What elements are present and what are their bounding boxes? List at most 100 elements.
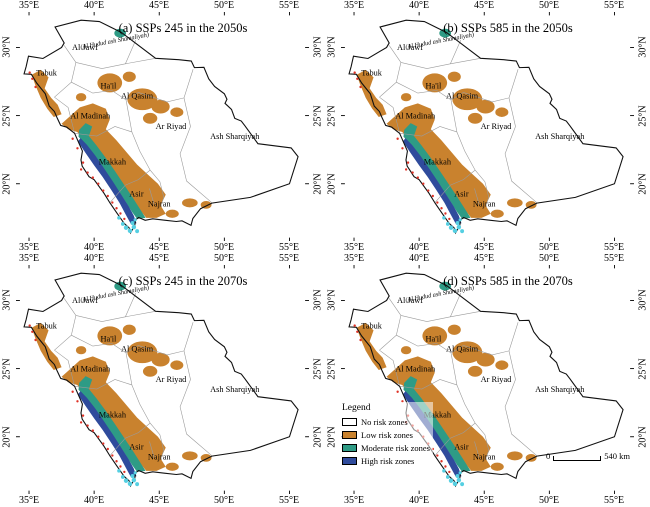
panel-title: (a) SSPs 245 in the 2050s <box>118 21 248 35</box>
lat-axis-label: 20°N <box>637 426 649 448</box>
region-label-ar-riyad: Ar Riyad <box>156 121 187 131</box>
region-label-tabuk: Tabuk <box>36 67 57 77</box>
lat-axis-label: 30°N <box>312 36 324 58</box>
lon-axis-label: 35°E <box>343 0 365 11</box>
lat-axis-label: 20°N <box>637 173 649 195</box>
map-canvas: Al Jawf Tabuk Ha'il Al Qasim Al Madinah … <box>341 12 634 241</box>
lon-axis-label: 35°E <box>18 495 40 506</box>
legend-swatch <box>342 430 357 439</box>
region-label-al-jawf: Al Jawf <box>397 295 423 305</box>
lat-axis-label: 25°N <box>312 358 324 380</box>
lon-axis-label: 50°E <box>538 495 560 506</box>
lat-axis-label: 20°N <box>312 173 324 195</box>
axis-ticks <box>16 12 309 241</box>
country-fill <box>24 20 299 233</box>
region-label-al-jawf: Al Jawf <box>72 42 98 52</box>
lat-axis-label: 25°N <box>1 358 13 380</box>
region-label-makkah: Makkah <box>99 409 127 419</box>
scale-distance-label: 540 km <box>604 451 630 461</box>
legend-swatch <box>342 456 357 465</box>
lon-axis-label: 40°E <box>408 0 430 11</box>
country-outline <box>24 273 298 486</box>
lon-axis-label: 55°E <box>278 495 300 506</box>
legend-swatch <box>342 443 357 452</box>
lon-axis-label: 45°E <box>148 242 170 253</box>
legend: Legend No risk zones Low risk zones Mode… <box>339 402 433 468</box>
region-label-al-qasim: Al Qasim <box>121 343 153 353</box>
lon-axis-label: 40°E <box>83 253 105 264</box>
lon-axis-label: 45°E <box>473 0 495 11</box>
lon-axis-label: 50°E <box>538 0 560 11</box>
lat-axis-label: 30°N <box>637 289 649 311</box>
region-label-makkah: Makkah <box>424 409 452 419</box>
map-plot-area: Al Jawf Tabuk Ha'il Al Qasim Al Madinah … <box>16 12 309 241</box>
lon-axis-label: 35°E <box>18 0 40 11</box>
country-outline <box>349 20 623 233</box>
lat-axis-label: 30°N <box>312 289 324 311</box>
settlement-dots <box>353 71 451 221</box>
panel-title: (b) SSPs 585 in the 2050s <box>443 21 573 35</box>
lon-axis-label: 35°E <box>18 253 40 264</box>
region-label-hail: Ha'il <box>426 80 442 90</box>
region-label-makkah: Makkah <box>99 156 127 166</box>
water-feature-dots <box>442 469 465 487</box>
lon-axis-label: 35°E <box>343 495 365 506</box>
map-canvas: Al Jawf Tabuk Ha'il Al Qasim Al Madinah … <box>16 12 309 241</box>
region-label-ash-sharqiyah: Ash Sharqiyah <box>210 384 260 394</box>
lon-axis-label: 35°E <box>343 242 365 253</box>
map-panel-d: 35°E 40°E 45°E 50°E 55°E 35°E 40°E 45°E … <box>325 253 650 506</box>
panel-title: (d) SSPs 585 in the 2070s <box>443 274 573 288</box>
lon-axis-label: 40°E <box>83 242 105 253</box>
region-label-hail: Ha'il <box>101 80 117 90</box>
region-label-najran: Najran <box>473 198 496 208</box>
lon-axis-label: 45°E <box>473 495 495 506</box>
axis-ticks <box>16 265 309 494</box>
lon-axis-label: 45°E <box>148 0 170 11</box>
lon-axis-label: 40°E <box>408 253 430 264</box>
lon-axis-label: 50°E <box>213 253 235 264</box>
lat-axis-label: 20°N <box>326 426 338 448</box>
province-borders <box>54 293 212 458</box>
scale-line <box>553 456 602 461</box>
country-outline <box>349 273 623 486</box>
lon-axis-label: 55°E <box>603 495 625 506</box>
country-fill <box>349 20 624 233</box>
high-risk-layer <box>402 138 462 225</box>
region-label-al-qasim: Al Qasim <box>121 90 153 100</box>
region-label-ar-riyad: Ar Riyad <box>156 374 187 384</box>
lon-axis-label: 40°E <box>408 242 430 253</box>
lon-axis-label: 50°E <box>213 242 235 253</box>
lat-axis-label: 30°N <box>1 36 13 58</box>
water-feature-dots <box>117 216 140 234</box>
lon-axis-label: 50°E <box>213 0 235 11</box>
region-label-al-jawf: Al Jawf <box>397 42 423 52</box>
region-label-tabuk: Tabuk <box>36 320 57 330</box>
region-label-ash-sharqiyah: Ash Sharqiyah <box>210 131 260 141</box>
region-label-tabuk: Tabuk <box>361 67 382 77</box>
region-label-al-jawf: Al Jawf <box>72 295 98 305</box>
map-panel-b: 35°E 40°E 45°E 50°E 55°E 35°E 40°E 45°E … <box>325 0 650 253</box>
lon-axis-label: 55°E <box>603 242 625 253</box>
region-label-ash-sharqiyah: Ash Sharqiyah <box>535 384 585 394</box>
water-feature-dots <box>442 216 465 234</box>
map-canvas: Al Jawf Tabuk Ha'il Al Qasim Al Madinah … <box>16 265 309 494</box>
lon-axis-label: 40°E <box>83 0 105 11</box>
high-risk-layer <box>77 391 137 478</box>
region-label-al-madinah: Al Madinah <box>70 363 111 373</box>
water-feature-dots <box>117 469 140 487</box>
lon-axis-label: 40°E <box>408 495 430 506</box>
map-plot-area: Al Jawf Tabuk Ha'il Al Qasim Al Madinah … <box>341 12 634 241</box>
region-label-asir: Asir <box>129 442 143 452</box>
legend-swatch <box>342 417 357 426</box>
region-label-ash-sharqiyah: Ash Sharqiyah <box>535 131 585 141</box>
lat-axis-label: 25°N <box>637 105 649 127</box>
lon-axis-label: 50°E <box>538 253 560 264</box>
legend-item: Low risk zones <box>342 428 430 441</box>
lon-axis-label: 45°E <box>148 253 170 264</box>
legend-label: Low risk zones <box>361 429 413 440</box>
lat-axis-label: 25°N <box>637 358 649 380</box>
lat-axis-label: 25°N <box>1 105 13 127</box>
panel-title: (c) SSPs 245 in the 2070s <box>118 274 248 288</box>
